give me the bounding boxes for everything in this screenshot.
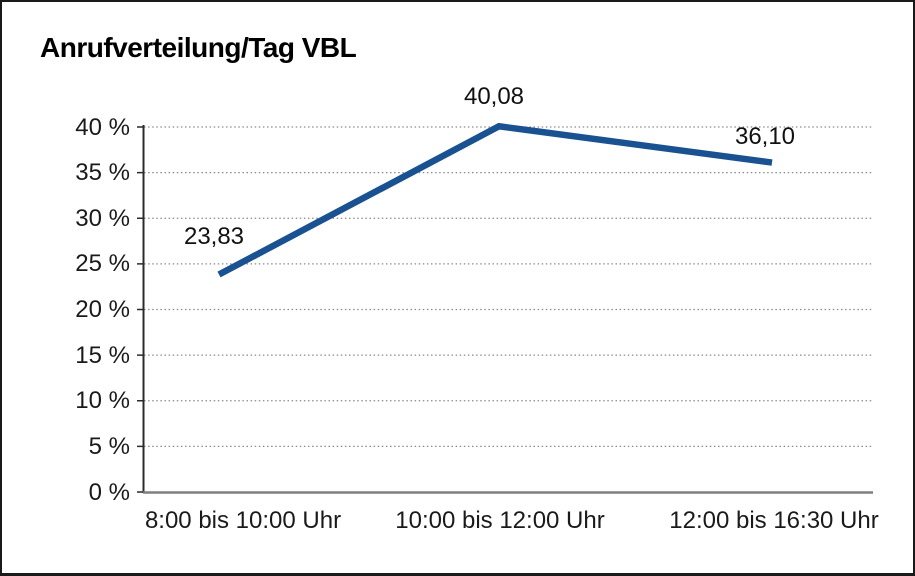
- y-tick-label: 40 %: [75, 113, 130, 141]
- y-tick-label: 35 %: [75, 159, 130, 187]
- y-tick-label: 20 %: [75, 296, 130, 323]
- x-category-label: 12:00 bis 16:30 Uhr: [669, 507, 879, 534]
- data-point-label: 40,08: [463, 83, 525, 111]
- data-point-label: 23,83: [183, 222, 245, 250]
- y-tick-label: 10 %: [75, 387, 130, 415]
- y-tick-label: 5 %: [88, 432, 130, 460]
- data-point-label: 36,10: [734, 122, 796, 150]
- y-tick-label: 25 %: [75, 250, 130, 278]
- gridlines: [144, 126, 873, 448]
- x-category-label: 10:00 bis 12:00 Uhr: [395, 507, 605, 534]
- y-tick-label: 0 %: [88, 478, 130, 506]
- series-line: [217, 122, 773, 278]
- chart-title: Anrufverteilung/Tag VBL: [40, 32, 357, 63]
- y-tick-label: 15 %: [75, 341, 130, 369]
- x-category-label: 8:00 bis 10:00 Uhr: [144, 507, 342, 534]
- y-tick-label: 30 %: [75, 204, 130, 232]
